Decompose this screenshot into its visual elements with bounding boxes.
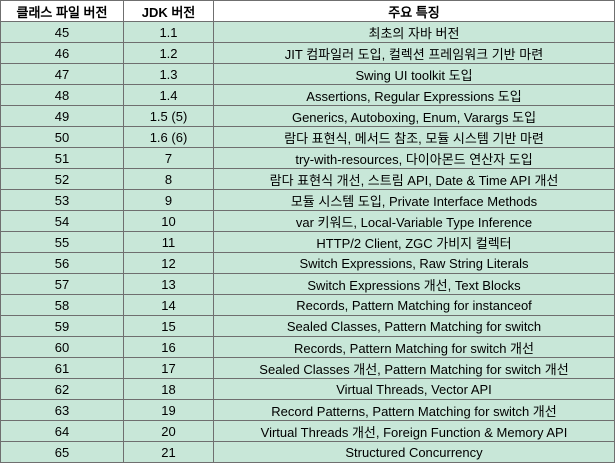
cell-jdk-version: 1.6 (6) (123, 126, 214, 148)
cell-main-features: Virtual Threads 개선, Foreign Function & M… (213, 420, 615, 442)
cell-class-file-version: 52 (0, 168, 124, 190)
table-row: 59 15 Sealed Classes, Pattern Matching for… (0, 315, 615, 337)
cell-main-features: Records, Pattern Matching for instanceof (213, 294, 615, 316)
cell-jdk-version: 12 (123, 252, 214, 274)
cell-class-file-version: 53 (0, 189, 124, 211)
table-row: 56 12 Switch Expressions, Raw String Liter… (0, 252, 615, 274)
cell-main-features: Sealed Classes 개선, Pattern Matching for … (213, 357, 615, 379)
cell-class-file-version: 62 (0, 378, 124, 400)
cell-jdk-version: 1.1 (123, 21, 214, 43)
header-jdk-version: JDK 버전 (123, 0, 214, 22)
table-row: 46 1.2 JIT 컴파일러 도입, 컬렉션 프레임워크 기반 마련 (0, 42, 615, 64)
table-row: 64 20 Virtual Threads 개선, Foreign Function… (0, 420, 615, 442)
cell-main-features: 최초의 자바 버전 (213, 21, 615, 43)
table-header-row: 클래스 파일 버전 JDK 버전 주요 특징 (0, 0, 615, 22)
cell-class-file-version: 59 (0, 315, 124, 337)
cell-jdk-version: 9 (123, 189, 214, 211)
cell-jdk-version: 16 (123, 336, 214, 358)
cell-jdk-version: 10 (123, 210, 214, 232)
cell-jdk-version: 18 (123, 378, 214, 400)
cell-main-features: JIT 컴파일러 도입, 컬렉션 프레임워크 기반 마련 (213, 42, 615, 64)
table-row: 57 13 Switch Expressions 개선, Text Blocks (0, 273, 615, 295)
cell-main-features: 람다 표현식 개선, 스트림 API, Date & Time API 개선 (213, 168, 615, 190)
cell-class-file-version: 55 (0, 231, 124, 253)
table-row: 63 19 Record Patterns, Pattern Matching fo… (0, 399, 615, 421)
table-row: 50 1.6 (6) 람다 표현식, 메서드 참조, 모듈 시스템 기반 마련 (0, 126, 615, 148)
cell-class-file-version: 61 (0, 357, 124, 379)
cell-main-features: try-with-resources, 다이아몬드 연산자 도입 (213, 147, 615, 169)
cell-main-features: Switch Expressions 개선, Text Blocks (213, 273, 615, 295)
cell-main-features: Generics, Autoboxing, Enum, Varargs 도입 (213, 105, 615, 127)
table-row: 52 8 람다 표현식 개선, 스트림 API, Date & Time API 개… (0, 168, 615, 190)
cell-class-file-version: 56 (0, 252, 124, 274)
cell-main-features: Swing UI toolkit 도입 (213, 63, 615, 85)
cell-class-file-version: 50 (0, 126, 124, 148)
cell-class-file-version: 58 (0, 294, 124, 316)
header-main-features: 주요 특징 (213, 0, 615, 22)
cell-jdk-version: 19 (123, 399, 214, 421)
cell-main-features: 람다 표현식, 메서드 참조, 모듈 시스템 기반 마련 (213, 126, 615, 148)
cell-jdk-version: 7 (123, 147, 214, 169)
table-row: 53 9 모듈 시스템 도입, Private Interface Methods (0, 189, 615, 211)
cell-jdk-version: 1.5 (5) (123, 105, 214, 127)
table-row: 60 16 Records, Pattern Matching for switch… (0, 336, 615, 358)
cell-jdk-version: 8 (123, 168, 214, 190)
cell-jdk-version: 1.3 (123, 63, 214, 85)
cell-main-features: Record Patterns, Pattern Matching for sw… (213, 399, 615, 421)
table-row: 58 14 Records, Pattern Matching for instan… (0, 294, 615, 316)
cell-main-features: Assertions, Regular Expressions 도입 (213, 84, 615, 106)
cell-main-features: Switch Expressions, Raw String Literals (213, 252, 615, 274)
cell-main-features: Structured Concurrency (213, 441, 615, 463)
table-row: 55 11 HTTP/2 Client, ZGC 가비지 컬렉터 (0, 231, 615, 253)
cell-class-file-version: 54 (0, 210, 124, 232)
cell-class-file-version: 63 (0, 399, 124, 421)
cell-class-file-version: 49 (0, 105, 124, 127)
cell-jdk-version: 1.4 (123, 84, 214, 106)
cell-main-features: Records, Pattern Matching for switch 개선 (213, 336, 615, 358)
cell-main-features: Sealed Classes, Pattern Matching for swi… (213, 315, 615, 337)
cell-class-file-version: 57 (0, 273, 124, 295)
cell-class-file-version: 45 (0, 21, 124, 43)
table-row: 51 7 try-with-resources, 다이아몬드 연산자 도입 (0, 147, 615, 169)
cell-jdk-version: 1.2 (123, 42, 214, 64)
cell-class-file-version: 65 (0, 441, 124, 463)
cell-main-features: var 키워드, Local-Variable Type Inference (213, 210, 615, 232)
table-row: 47 1.3 Swing UI toolkit 도입 (0, 63, 615, 85)
header-class-file-version: 클래스 파일 버전 (0, 0, 124, 22)
cell-jdk-version: 14 (123, 294, 214, 316)
cell-jdk-version: 21 (123, 441, 214, 463)
cell-class-file-version: 46 (0, 42, 124, 64)
cell-jdk-version: 13 (123, 273, 214, 295)
cell-class-file-version: 48 (0, 84, 124, 106)
cell-main-features: HTTP/2 Client, ZGC 가비지 컬렉터 (213, 231, 615, 253)
table-row: 49 1.5 (5) Generics, Autoboxing, Enum, Var… (0, 105, 615, 127)
table-row: 65 21 Structured Concurrency (0, 441, 615, 463)
table-row: 54 10 var 키워드, Local-Variable Type Inferen… (0, 210, 615, 232)
cell-class-file-version: 47 (0, 63, 124, 85)
table-row: 45 1.1 최초의 자바 버전 (0, 21, 615, 43)
cell-jdk-version: 20 (123, 420, 214, 442)
table-body: 45 1.1 최초의 자바 버전 46 1.2 JIT 컴파일러 도입, 컬렉션 프레임워… (0, 21, 615, 463)
cell-jdk-version: 17 (123, 357, 214, 379)
table-row: 61 17 Sealed Classes 개선, Pattern Matching … (0, 357, 615, 379)
cell-class-file-version: 64 (0, 420, 124, 442)
table-row: 62 18 Virtual Threads, Vector API (0, 378, 615, 400)
cell-jdk-version: 15 (123, 315, 214, 337)
cell-main-features: Virtual Threads, Vector API (213, 378, 615, 400)
cell-main-features: 모듈 시스템 도입, Private Interface Methods (213, 189, 615, 211)
cell-class-file-version: 51 (0, 147, 124, 169)
cell-jdk-version: 11 (123, 231, 214, 253)
cell-class-file-version: 60 (0, 336, 124, 358)
table-row: 48 1.4 Assertions, Regular Expressions 도입 (0, 84, 615, 106)
